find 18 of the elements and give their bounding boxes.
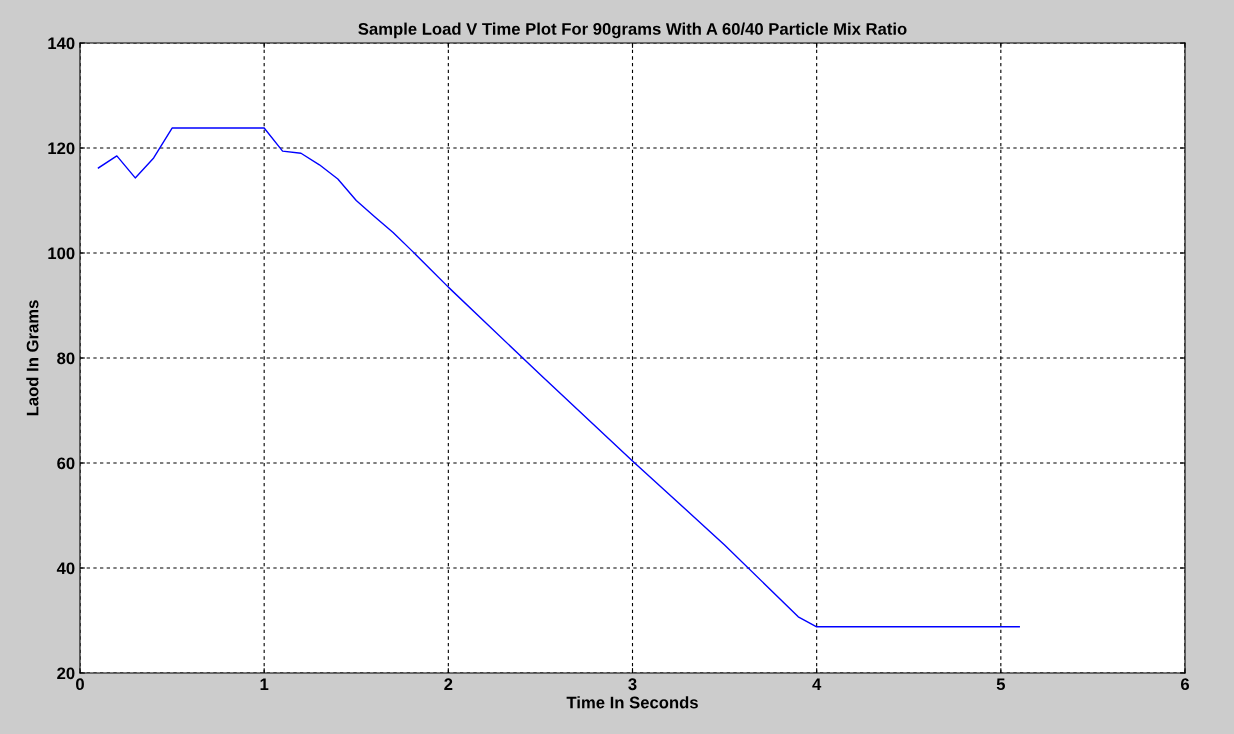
x-tick-label: 2 <box>444 678 453 690</box>
y-tick-label: 120 <box>48 142 75 155</box>
x-tick-label: 1 <box>260 678 269 690</box>
y-tick-label: 60 <box>57 457 75 470</box>
x-tick-label: 3 <box>628 678 637 691</box>
y-tick-label: 80 <box>57 352 75 365</box>
y-tick-label: 40 <box>56 562 75 575</box>
y-axis-title: Laod In Grams <box>26 300 39 416</box>
x-tick-label: 5 <box>996 678 1005 691</box>
y-tick-label: 20 <box>57 667 75 680</box>
y-tick-label: 100 <box>48 247 75 260</box>
x-axis-title: Time In Seconds <box>566 696 698 709</box>
x-tick-label: 4 <box>812 678 822 690</box>
chart-title: Sample Load V Time Plot For 90grams With A 60/40 Particle Mix Ratio <box>358 22 907 39</box>
y-tick-label: 140 <box>48 37 75 50</box>
line-series <box>97 127 1020 628</box>
x-tick-label: 0 <box>76 678 84 691</box>
x-tick-label: 6 <box>1180 678 1190 691</box>
